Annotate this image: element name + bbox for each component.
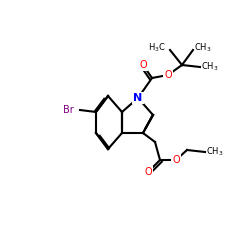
Text: O: O	[164, 70, 172, 80]
Text: O: O	[172, 155, 180, 165]
Text: O: O	[139, 60, 147, 70]
Text: CH$_3$: CH$_3$	[201, 61, 218, 73]
Text: CH$_3$: CH$_3$	[206, 146, 224, 158]
Text: N: N	[134, 93, 142, 103]
Text: O: O	[144, 167, 152, 177]
Text: CH$_3$: CH$_3$	[194, 42, 212, 54]
Text: H$_3$C: H$_3$C	[148, 42, 166, 54]
Text: Br: Br	[62, 105, 74, 115]
